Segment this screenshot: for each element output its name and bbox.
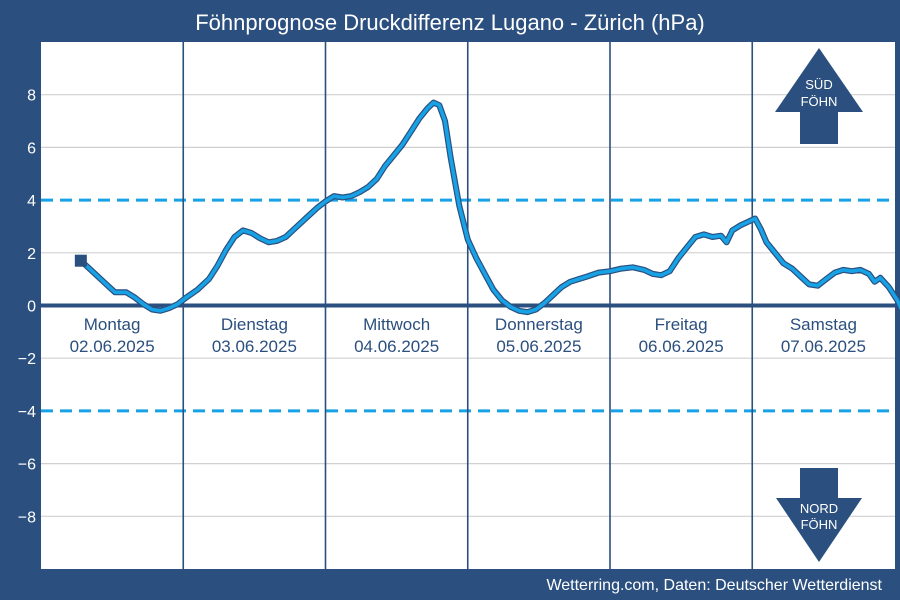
y-tick-labels: 8 6 4 2 0 −2 −4 −6 −8 [18, 88, 36, 527]
sued-foehn-label: FÖHN [801, 94, 838, 109]
y-tick-label: −2 [18, 351, 36, 368]
series-layer [74, 99, 900, 316]
day-date: 02.06.2025 [70, 337, 155, 356]
y-tick-label: −6 [18, 457, 36, 474]
day-name: Mittwoch [363, 315, 430, 334]
series-line [79, 100, 900, 314]
nord-foehn-label: FÖHN [801, 517, 838, 532]
day-date: 03.06.2025 [212, 337, 297, 356]
day-date: 04.06.2025 [354, 337, 439, 356]
y-tick-label: 6 [27, 140, 36, 157]
y-tick-label: 2 [27, 246, 36, 263]
y-tick-label: 8 [27, 88, 36, 105]
y-tick-label: −4 [18, 404, 36, 421]
start-marker [74, 254, 87, 267]
day-labels: Montag 02.06.2025 Dienstag 03.06.2025 Mittwo… [70, 315, 866, 356]
nord-foehn-label: NORD [800, 501, 838, 516]
nord-foehn-arrow [776, 468, 862, 562]
day-date: 07.06.2025 [781, 337, 866, 356]
sued-foehn-label: SÜD [805, 77, 832, 92]
y-tick-label: −8 [18, 509, 36, 526]
day-name: Donnerstag [495, 315, 583, 334]
day-name: Freitag [655, 315, 708, 334]
day-separators [182, 42, 754, 569]
day-name: Samstag [790, 315, 857, 334]
day-date: 05.06.2025 [496, 337, 581, 356]
day-name: Montag [84, 315, 141, 334]
source-credit: Wetterring.com, Daten: Deutscher Wetterd… [546, 577, 882, 594]
day-date: 06.06.2025 [639, 337, 724, 356]
y-tick-label: 0 [27, 299, 36, 316]
sued-foehn-arrow [775, 48, 863, 144]
y-tick-label: 4 [27, 193, 36, 210]
day-name: Dienstag [221, 315, 288, 334]
chart-title: Föhnprognose Druckdifferenz Lugano - Zür… [195, 10, 705, 35]
